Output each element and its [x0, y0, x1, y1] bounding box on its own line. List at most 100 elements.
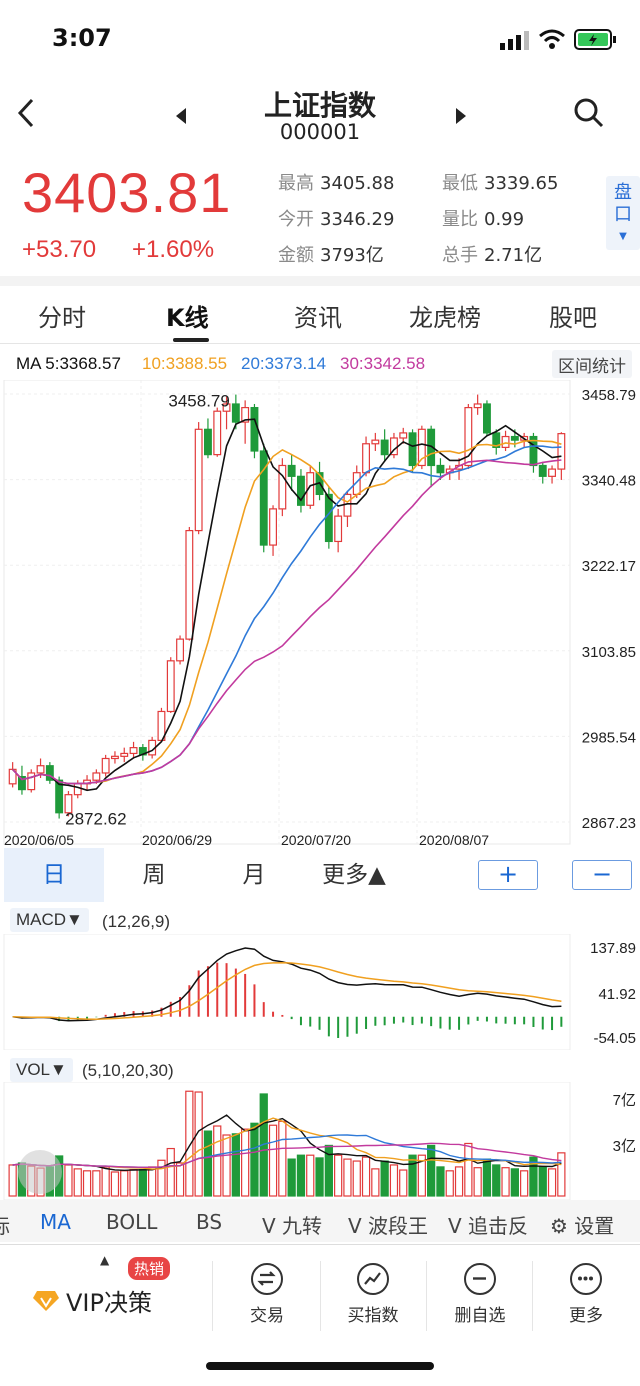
trend-icon	[357, 1263, 389, 1295]
ma-legend: MA 5:3368.57 10:3388.55 20:3373.14 30:33…	[0, 350, 640, 378]
candle-body	[27, 772, 36, 791]
vol-selector[interactable]: VOL▼	[10, 1058, 73, 1082]
tab-guba[interactable]: 股吧	[549, 304, 597, 332]
price-change: +53.70	[22, 236, 97, 263]
ma5-line	[12, 418, 562, 792]
vol-ma10-line	[12, 1117, 562, 1170]
range-stats-button[interactable]: 区间统计	[552, 350, 632, 378]
candle-body	[464, 406, 473, 467]
zoom-in-button[interactable]: +	[478, 860, 538, 890]
volume-bar	[148, 1166, 157, 1197]
page-title: 上证指数	[263, 89, 376, 122]
candle-body	[473, 403, 482, 409]
volume-bar	[231, 1133, 240, 1197]
wifi-icon	[539, 29, 565, 49]
candle-body	[194, 428, 203, 532]
period-day[interactable]: 日	[4, 848, 104, 902]
macd-chart[interactable]: 137.89 41.92 -54.05	[0, 934, 640, 1050]
floating-assist-button[interactable]	[18, 1150, 62, 1194]
macd-selector[interactable]: MACD▼	[10, 908, 89, 932]
y-tick-label: 2985.54	[582, 729, 636, 746]
candle-body	[278, 464, 287, 510]
y-tick-label: 2867.23	[582, 815, 636, 832]
candle-body	[297, 475, 305, 506]
y-tick-label: 3103.85	[582, 644, 636, 661]
ind-tab-boduanwang[interactable]: V 波段王	[348, 1214, 429, 1238]
buy-index-button[interactable]: 买指数	[328, 1263, 418, 1326]
tab-news[interactable]: 资讯	[294, 304, 342, 332]
tab-kline[interactable]: K线	[166, 304, 209, 332]
ind-tab-jiuzhuan[interactable]: V 九转	[262, 1214, 323, 1238]
stock-code: 000001	[279, 120, 361, 144]
volume-bar	[92, 1170, 101, 1197]
candle-body	[185, 529, 194, 640]
macd-y-tick: 41.92	[598, 986, 636, 1003]
volume-bar	[380, 1160, 389, 1197]
trade-label: 交易	[250, 1306, 284, 1326]
trade-button[interactable]: 交易	[222, 1263, 312, 1326]
divider	[0, 276, 640, 286]
volume-bar	[408, 1154, 417, 1197]
tab-fenshi[interactable]: 分时	[38, 304, 86, 332]
chart-frame	[3, 380, 571, 845]
vip-decision-button[interactable]: VIP决策	[32, 1283, 152, 1318]
period-month[interactable]: 月	[242, 862, 266, 888]
stat-amount: 金额 3793亿	[278, 245, 384, 266]
candle-body	[176, 638, 184, 662]
tab-indicator	[173, 338, 209, 342]
home-indicator	[206, 1362, 434, 1370]
candle-body	[231, 403, 240, 423]
volume-bar	[64, 1164, 73, 1197]
candle-body	[55, 779, 64, 814]
diamond-icon	[33, 1290, 59, 1311]
tab-longhubang[interactable]: 龙虎榜	[409, 304, 481, 332]
status-time: 3:07	[52, 24, 112, 52]
volume-bar	[101, 1166, 110, 1197]
ma10-line	[12, 439, 562, 785]
volume-bar	[352, 1160, 361, 1197]
ind-tab-boll[interactable]: BOLL	[106, 1210, 158, 1234]
indicator-tabs: 标 MA BOLL BS V 九转 V 波段王 V 追击反 ⚙ 设置	[0, 1200, 640, 1242]
volume-bar	[454, 1166, 464, 1197]
volume-bar	[520, 1170, 529, 1197]
candle-body	[334, 515, 343, 543]
volume-bar	[473, 1167, 482, 1197]
zoom-out-button[interactable]: −	[572, 860, 632, 890]
exchange-icon	[251, 1263, 283, 1295]
divider	[532, 1261, 533, 1331]
kline-chart[interactable]: 3458.79 3340.48 3222.17 3103.85 2985.54 2867.…	[0, 380, 640, 848]
macd-y-tick: -54.05	[593, 1030, 636, 1047]
candle-body	[548, 468, 556, 477]
vip-label: VIP决策	[66, 1289, 152, 1317]
volume-bar	[501, 1167, 510, 1197]
ind-tab-bs[interactable]: BS	[196, 1210, 223, 1234]
status-bar: 3:07	[0, 0, 640, 80]
period-week[interactable]: 周	[142, 862, 166, 888]
more-button[interactable]: 更多	[541, 1263, 631, 1326]
prev-stock-icon[interactable]	[174, 107, 188, 125]
volume-bar	[110, 1171, 120, 1197]
y-tick-label: 3222.17	[582, 558, 636, 575]
search-icon[interactable]	[572, 96, 606, 130]
volume-bar	[324, 1144, 333, 1197]
ind-tab-partial[interactable]: 标	[0, 1210, 10, 1239]
vol-y-tick: 3亿	[613, 1138, 636, 1155]
candle-body	[380, 439, 389, 456]
ind-tab-settings[interactable]: ⚙ 设置	[550, 1214, 615, 1238]
main-tabs: 分时 K线 资讯 龙虎榜 股吧	[0, 288, 640, 344]
back-icon[interactable]	[14, 96, 38, 130]
next-stock-icon[interactable]	[454, 107, 468, 125]
candle-body	[417, 428, 426, 467]
vol-ma5-line	[12, 1114, 562, 1172]
candle-body	[259, 450, 268, 546]
period-more[interactable]: 更多▲	[322, 862, 386, 888]
candle-body	[436, 464, 445, 474]
pankou-button[interactable]: 盘口 ▼	[606, 176, 640, 250]
volume-chart[interactable]: 7亿 3亿	[0, 1082, 640, 1200]
macd-frame	[3, 934, 571, 1050]
candle-body	[18, 775, 26, 791]
ind-tab-ma[interactable]: MA	[40, 1210, 71, 1234]
volume-bar	[389, 1164, 399, 1197]
ind-tab-zhuiji[interactable]: V 追击反	[448, 1214, 529, 1238]
remove-watchlist-button[interactable]: 删自选	[435, 1263, 525, 1326]
